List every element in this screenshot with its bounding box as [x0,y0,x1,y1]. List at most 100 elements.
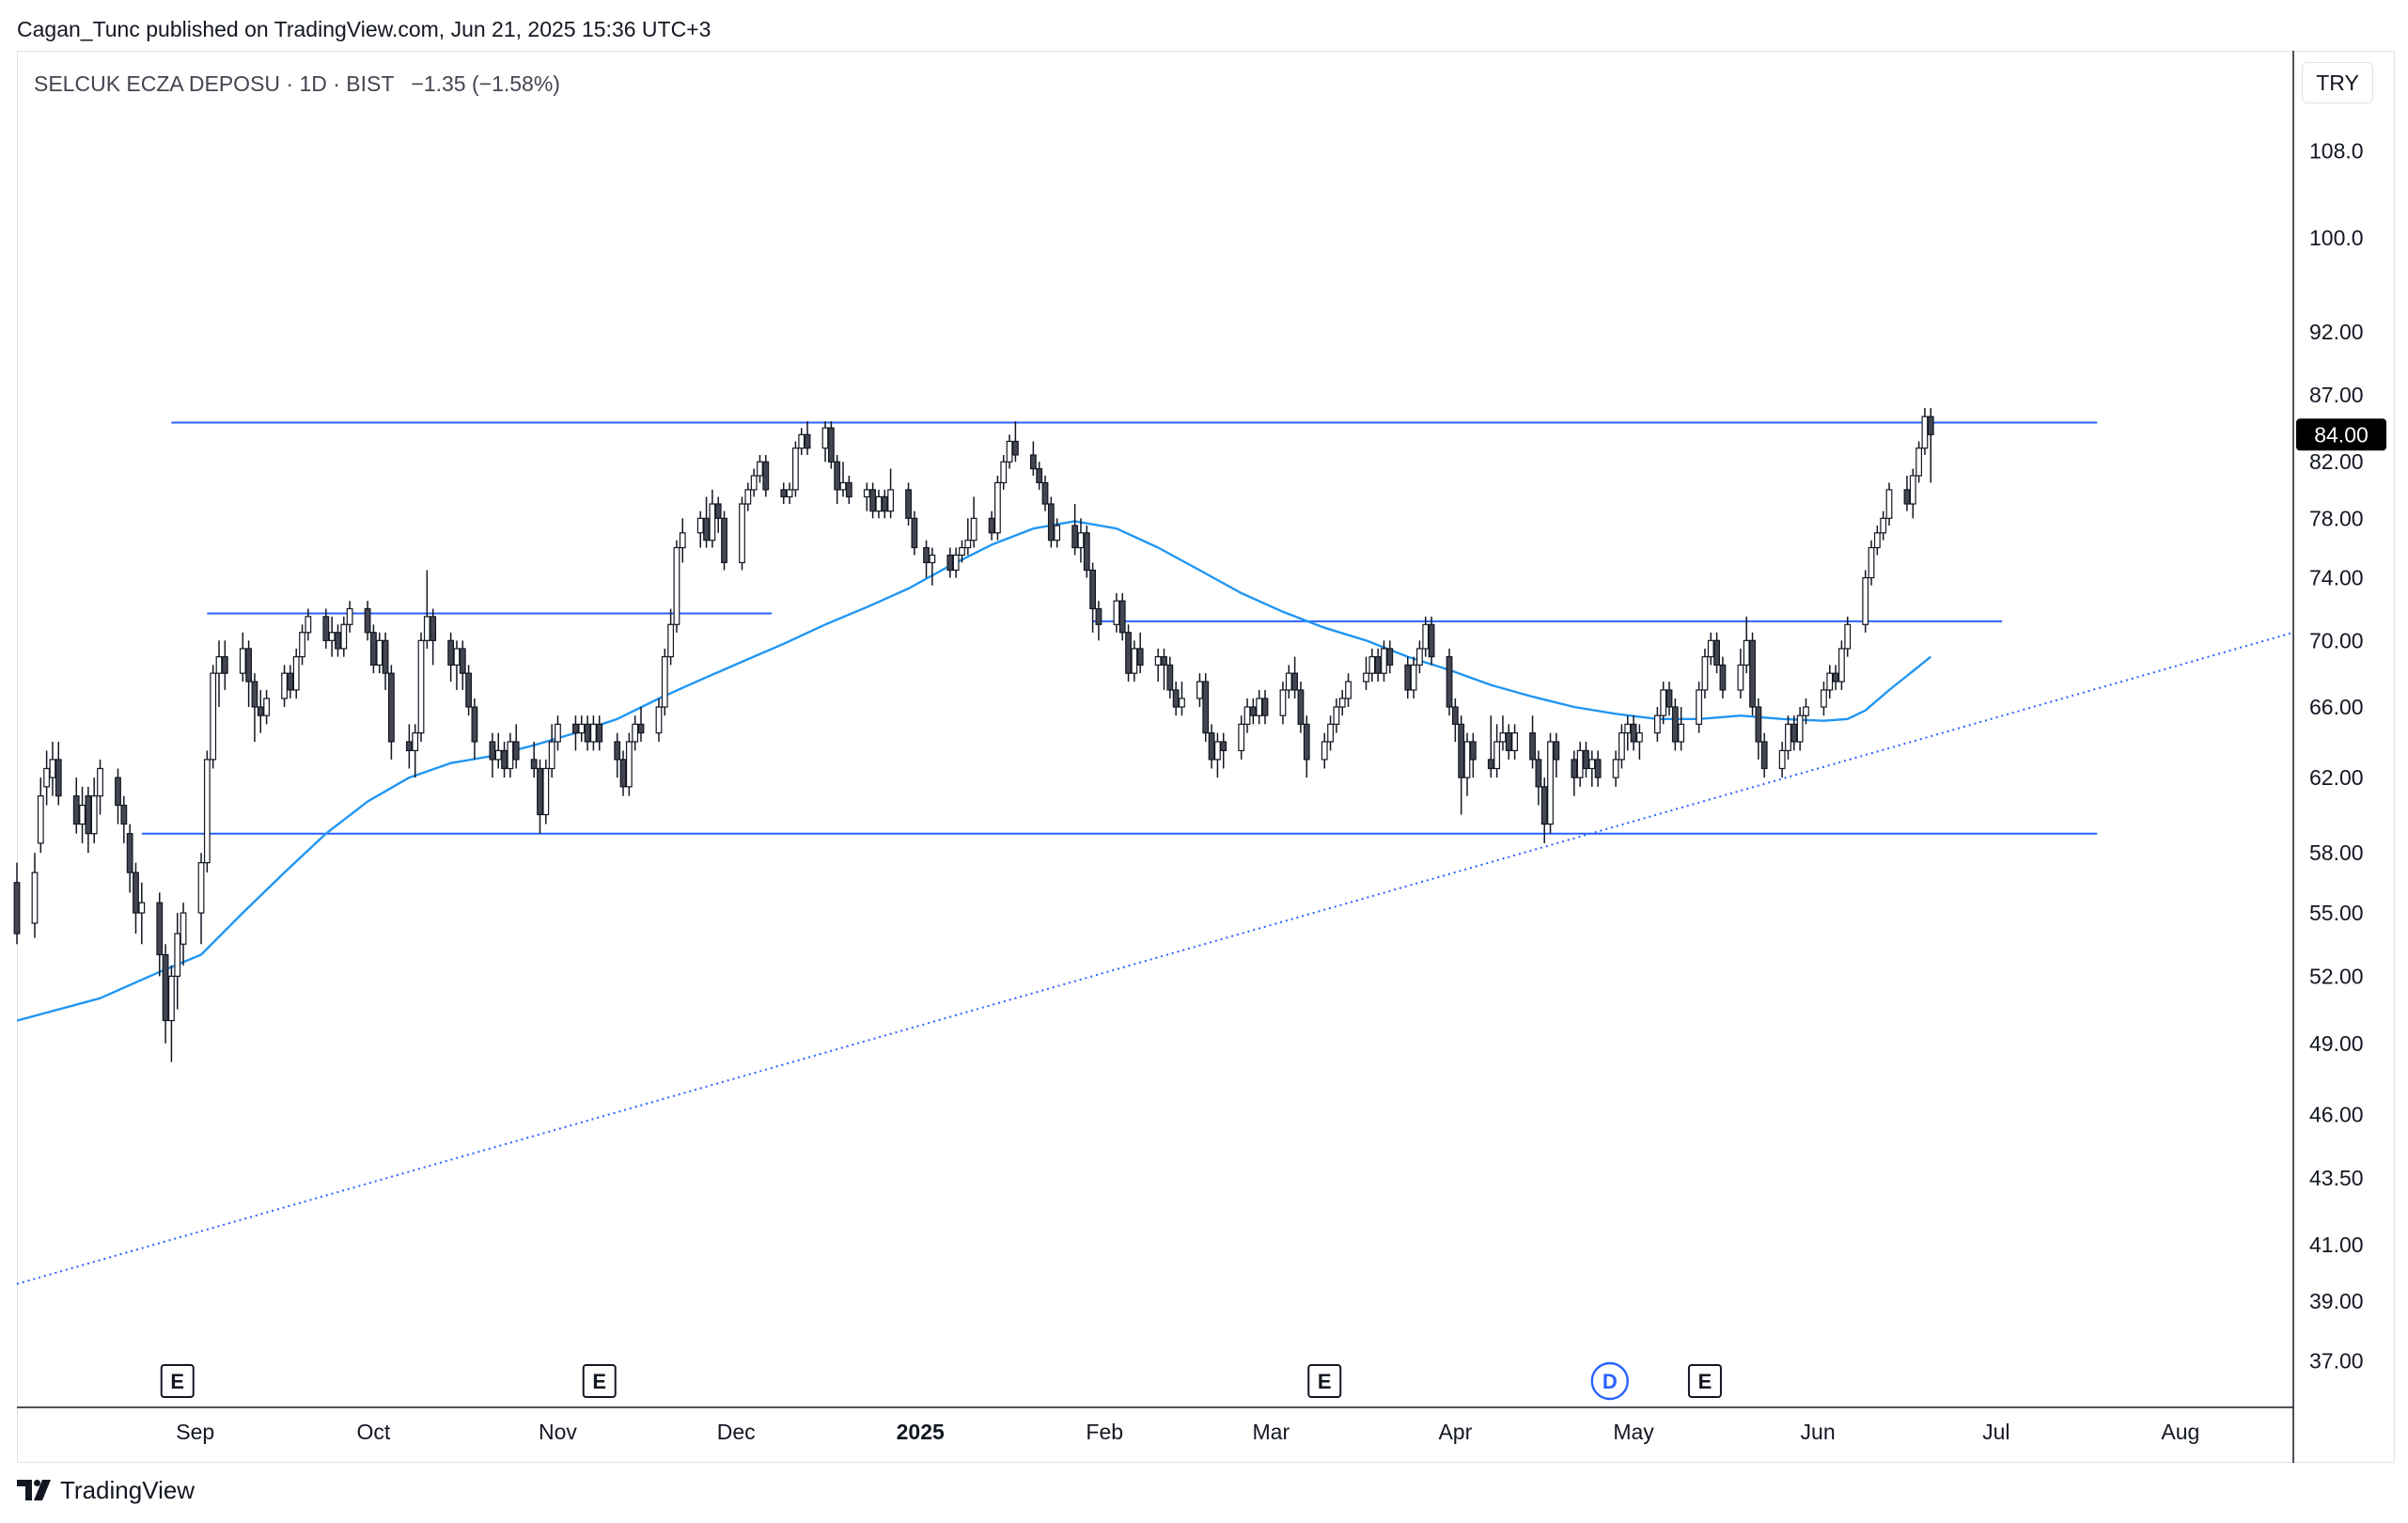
earnings-marker-box [160,1364,195,1398]
tradingview-brand[interactable]: TradingView [17,1474,195,1506]
candle-body [292,656,300,691]
candle [1202,673,1210,742]
candle [1000,454,1008,490]
candle [1029,441,1037,476]
candle [1220,732,1227,769]
candle [1868,540,1875,586]
candle [1463,732,1471,796]
candle-body [1873,532,1881,549]
price-tick-label: 39.00 [2309,1289,2364,1313]
candle [1291,656,1299,699]
symbol-name: SELCUK ECZA DEPOSU · 1D · BIST [34,71,395,96]
candle-body [1880,517,1887,534]
candle-body [1630,723,1637,743]
candle [1665,682,1673,716]
candle [1635,724,1643,760]
candle [263,689,270,725]
candle-body [459,648,466,674]
candle [180,903,187,966]
price-tick-label: 37.00 [2309,1348,2364,1373]
candle-body [126,833,133,873]
candle-body [387,672,395,743]
candle [911,510,918,556]
candle-body [1868,546,1875,579]
currency-button[interactable]: TRY [2302,62,2373,103]
candle-body [1196,681,1203,699]
candle [387,665,395,760]
candle [1511,724,1518,760]
candle-body [744,489,752,505]
candle [55,741,62,806]
price-tick-label: 108.0 [2309,138,2364,163]
candle-body [1000,461,1008,484]
time-axis-ticks: Sep Oct Nov Dec 2025 Feb Mar Apr May Jun Jul Aug [176,1420,2199,1444]
candle-body [750,475,758,491]
candle-body [1796,714,1804,743]
candle-body [1428,623,1435,658]
candle-body [1862,576,1869,625]
candle [1368,648,1376,683]
candle-body [667,623,675,658]
candle-body [197,862,205,914]
candle-body [465,672,473,708]
candle [501,741,508,778]
candle-body [1755,706,1762,743]
candle [197,853,205,945]
candle-body [1291,672,1299,691]
candle-body [548,741,555,770]
candle [1166,656,1174,699]
candle-body [138,902,146,914]
event-label: E [1698,1370,1712,1393]
candle-body [512,741,520,761]
candle-body [1327,723,1334,743]
candle [1583,741,1589,778]
candle [221,640,228,690]
candle-body [1202,681,1210,734]
candle-body [1410,664,1417,691]
candle [1713,632,1720,674]
candle [1113,592,1120,633]
candle [382,632,389,690]
candle-body [1665,689,1673,708]
candle-body [905,489,912,519]
candle-body [335,632,341,650]
candle [49,741,56,796]
candle [1790,715,1798,751]
candle [905,482,912,526]
candle-body [578,723,586,734]
candle-body [328,632,336,641]
candle [1624,715,1632,751]
candle-body [263,698,270,716]
candle [322,608,330,649]
candle-body [887,489,894,512]
price-tick-label: 74.00 [2309,566,2364,590]
candle-body [1054,525,1061,542]
earnings-marker-box [1307,1364,1342,1398]
candle [821,421,829,463]
candle-body [555,723,561,743]
candle [959,540,965,563]
price-tick-label: 41.00 [2309,1233,2364,1257]
symbol-legend[interactable]: SELCUK ECZA DEPOSU · 1D · BIST −1.35 (−1… [34,71,560,97]
candle [1095,601,1102,641]
candle-body [952,554,960,572]
candle-body [1660,689,1667,716]
candle-body [1832,672,1839,683]
candle [572,715,579,751]
candle-body [1915,447,1923,477]
candle-body [1238,723,1245,752]
candle [281,665,288,708]
candle [340,616,348,657]
candle [79,786,86,843]
candle-body [13,882,21,934]
event-label: E [1318,1370,1332,1393]
price-tick-label: 82.00 [2309,449,2364,474]
candle-body [281,672,288,699]
candle-body [376,639,383,666]
candle-body [1011,440,1019,456]
candle [1428,616,1435,666]
candle [845,475,852,505]
candle [90,777,98,843]
